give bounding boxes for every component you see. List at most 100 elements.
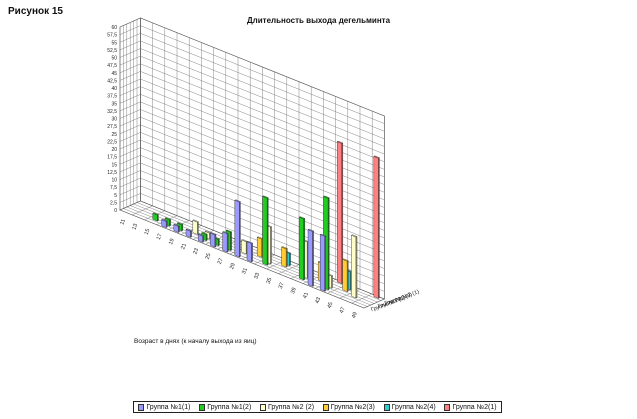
y-tick-label: 50 (111, 56, 117, 62)
bar-side (230, 231, 232, 251)
bar-front (307, 229, 313, 287)
bar (262, 195, 269, 266)
x-tick-label: 33 (253, 272, 261, 280)
x-tick-label: 37 (278, 282, 286, 290)
legend-label: Группа №1(2) (207, 403, 252, 411)
bar-front (342, 259, 348, 292)
legend-label: Группа №2(4) (391, 403, 436, 411)
x-tick-label: 39 (290, 287, 298, 295)
legend-swatch (383, 403, 390, 411)
x-tick-label: 43 (314, 297, 322, 305)
bar (161, 218, 168, 228)
bar-side (328, 197, 330, 291)
bar-side (197, 221, 199, 235)
y-tick-label: 5 (114, 193, 117, 199)
bar (336, 140, 344, 285)
bar-side (378, 157, 380, 299)
gridline-z (123, 25, 368, 307)
gridline-z (126, 24, 371, 306)
bar-side (303, 218, 305, 281)
y-tick-label: 25 (111, 132, 117, 138)
y-tick-label: 32,5 (107, 109, 117, 115)
y-tick-label: 22,5 (107, 139, 117, 145)
bar-side (289, 252, 291, 267)
bar-side (312, 230, 314, 287)
bar-side (190, 230, 192, 238)
y-tick-label: 2,5 (110, 200, 117, 206)
bar-top (319, 233, 327, 237)
y-tick-label: 17,5 (107, 155, 117, 161)
y-tick-label: 15 (111, 162, 117, 168)
gridline-z (119, 27, 365, 309)
bar-top (241, 239, 248, 243)
bar-top (173, 223, 180, 227)
bar-front (192, 220, 198, 235)
bar-side (251, 242, 253, 263)
legend-swatch (322, 403, 329, 411)
bar (197, 233, 205, 243)
bar-side (226, 232, 229, 253)
bar-side (355, 236, 358, 299)
bar-front (281, 246, 287, 268)
y-tick-label: 55 (111, 40, 117, 46)
y-tick-label: 20 (111, 147, 117, 153)
bar-side (214, 234, 217, 248)
bar (350, 234, 358, 299)
y-tick-label: 60 (111, 25, 117, 31)
y-tick-label: 10 (111, 178, 117, 184)
bar-top (209, 232, 217, 236)
bar-side (157, 214, 159, 222)
y-tick-label: 42,5 (107, 78, 117, 84)
x-tick-label: 17 (156, 233, 164, 241)
y-tick-label: 57,5 (107, 33, 117, 39)
bar (173, 223, 180, 233)
bar (298, 216, 306, 281)
bar-top (323, 195, 330, 199)
bar (307, 228, 315, 287)
legend: Группа №1(1) Группа №1(2) Группа №2 (2) Гру… (133, 401, 502, 413)
bar-front (351, 234, 357, 299)
bar (234, 199, 241, 258)
y-tick-label: 40 (111, 86, 117, 92)
bar (209, 232, 217, 248)
legend-swatch (199, 403, 206, 411)
x-tick-label: 31 (241, 267, 249, 275)
legend-item: Группа №2(1) (444, 403, 497, 411)
legend-item: Группа №2(4) (383, 403, 436, 411)
x-tick-label: 45 (327, 302, 335, 310)
bar (319, 233, 327, 292)
y-tick-label: 0 (114, 208, 117, 214)
bar-top (164, 217, 172, 221)
bar (281, 246, 288, 268)
bar-top (192, 219, 199, 223)
legend-swatch (138, 403, 145, 411)
y-tick-label: 52,5 (107, 48, 117, 54)
bar-side (331, 275, 333, 289)
depth-label: Группа №2 (1) (384, 289, 420, 307)
bar (222, 231, 229, 253)
bar-side (218, 238, 220, 247)
legend-item: Группа №2(3) (322, 403, 375, 411)
bar-top (336, 140, 344, 144)
bar (241, 239, 248, 255)
bar-top (234, 199, 241, 203)
bar (246, 240, 254, 263)
bar-side (347, 260, 349, 293)
bar-side (181, 224, 184, 232)
bar-front (234, 199, 240, 258)
legend-item: Группа №1(2) (199, 403, 252, 411)
bar-top (197, 233, 205, 237)
bar (192, 219, 199, 235)
bar-side (286, 248, 288, 268)
y-tick-label: 45 (111, 71, 117, 77)
legend-item: Группа №1(1) (138, 403, 190, 411)
bar (342, 258, 349, 293)
x-tick-label: 35 (266, 277, 274, 285)
bar-top (373, 155, 380, 159)
x-tick-label: 27 (217, 257, 225, 265)
bar-front (222, 231, 228, 253)
bar-top (298, 216, 306, 220)
bar-side (267, 197, 269, 266)
bar-side (239, 201, 241, 258)
